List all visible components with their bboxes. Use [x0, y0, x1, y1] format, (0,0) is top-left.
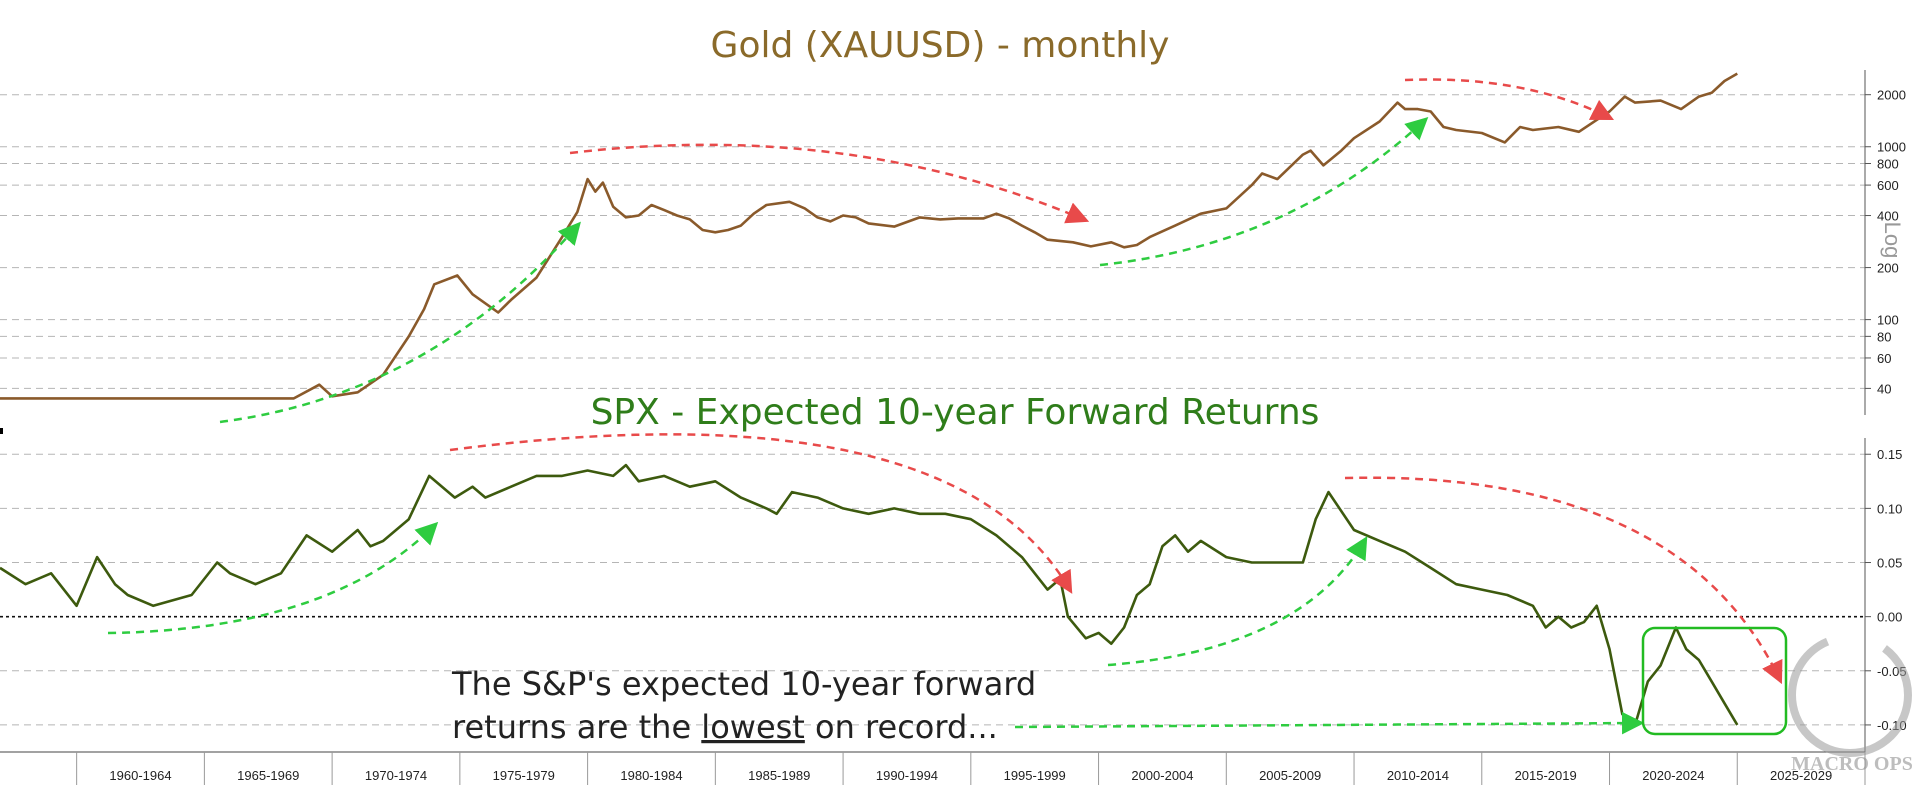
x-tick-label: 1985-1989 [748, 768, 810, 783]
note-line-1: The S&P's expected 10-year forward [451, 665, 1036, 703]
gold-y-tick-label: 100 [1877, 313, 1899, 328]
x-tick-label: 2020-2024 [1642, 768, 1704, 783]
watermark-circle-icon [1788, 633, 1912, 757]
spx-y-tick-label: 0.10 [1877, 501, 1902, 516]
x-tick-label: 2025-2029 [1770, 768, 1832, 783]
note-emphasis-lowest: lowest [701, 708, 805, 746]
x-tick-label: 1960-1964 [109, 768, 171, 783]
gold-y-tick-label: 60 [1877, 351, 1891, 366]
gold-y-tick-label: 2000 [1877, 88, 1906, 103]
x-tick-label: 2000-2004 [1131, 768, 1193, 783]
spx-y-tick-label: 0.15 [1877, 447, 1902, 462]
red-arrow-2007-2025 [1344, 476, 1783, 685]
red-arrow-1980-2000 [569, 143, 1090, 224]
green-arrow-record-low [1014, 711, 1645, 735]
spx-y-axis: -0.10-0.050.000.050.100.15 [1864, 438, 1907, 757]
gold-y-tick-label: 80 [1877, 329, 1891, 344]
gold-y-tick-label: 200 [1877, 261, 1899, 276]
spx-grid [0, 453, 1865, 726]
gold-y-tick-label: 40 [1877, 381, 1891, 396]
x-tick-label: 1995-1999 [1004, 768, 1066, 783]
panel-divider-mark [0, 428, 3, 434]
x-tick-label: 2010-2014 [1387, 768, 1449, 783]
x-tick-label: 1970-1974 [365, 768, 427, 783]
spx-y-tick-label: 0.05 [1877, 556, 1902, 571]
x-tick-label: 1965-1969 [237, 768, 299, 783]
x-tick-label: 1980-1984 [620, 768, 682, 783]
gold-annotations [219, 78, 1615, 424]
spx-chart-title: SPX - Expected 10-year Forward Returns [591, 392, 1320, 433]
record-low-highlight-box [1641, 626, 1788, 736]
gold-grid [0, 94, 1865, 389]
spx-y-tick-label: 0.00 [1877, 610, 1902, 625]
green-arrow-2000-2011 [1099, 116, 1429, 267]
x-tick-label: 2005-2009 [1259, 768, 1321, 783]
note-line-2-end: on record... [805, 708, 998, 746]
x-tick-label: 2015-2019 [1515, 768, 1577, 783]
red-arrow-1980-2000-spx [449, 433, 1073, 594]
gold-y-tick-label: 600 [1877, 178, 1899, 193]
x-tick-label: 1975-1979 [493, 768, 555, 783]
annotation-note: The S&P's expected 10-year forward retur… [451, 665, 1036, 746]
gold-y-tick-label: 1000 [1877, 140, 1906, 155]
green-arrow-2002-2007 [1107, 536, 1368, 667]
red-arrow-2011-2019 [1404, 78, 1615, 121]
gold-y-tick-label: 800 [1877, 156, 1899, 171]
note-line-2: returns are the lowest on record... [452, 708, 998, 746]
gold-y-tick-label: 400 [1877, 209, 1899, 224]
x-tick-label: 1990-1994 [876, 768, 938, 783]
macro-ops-watermark: MACRO OPS [1788, 633, 1913, 775]
gold-chart-title: Gold (XAUUSD) - monthly [711, 25, 1170, 66]
green-arrow-1960s [107, 521, 439, 635]
x-axis: 1960-1964 1965-1969 1970-1974 1975-1979 1980… [0, 751, 1866, 785]
green-arrow-1970s [219, 221, 581, 424]
note-line-2-start: returns are the [452, 708, 701, 746]
watermark-text: MACRO OPS [1791, 753, 1913, 775]
log-scale-label: Log [1880, 222, 1905, 259]
spx-forward-returns-line [0, 463, 1739, 727]
spx-annotations [107, 433, 1788, 736]
gold-price-line [0, 72, 1738, 400]
